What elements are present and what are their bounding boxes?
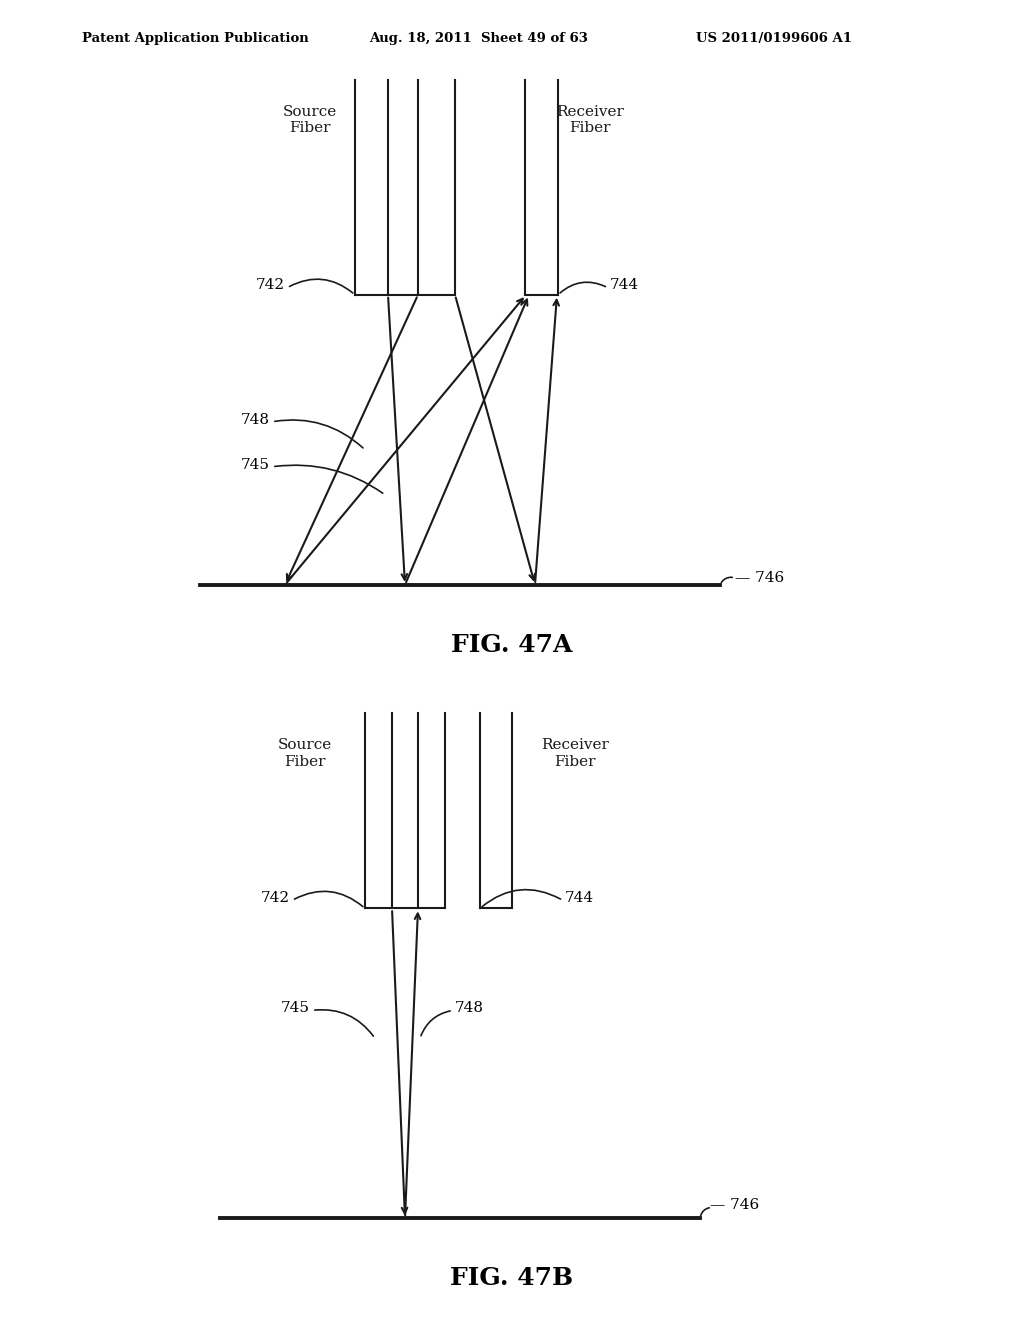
Text: 745: 745 — [241, 458, 270, 471]
Text: Source
Fiber: Source Fiber — [283, 104, 337, 135]
Text: Source
Fiber: Source Fiber — [278, 738, 332, 768]
Text: 742: 742 — [261, 891, 290, 906]
Text: 744: 744 — [565, 891, 594, 906]
Text: — 746: — 746 — [710, 1199, 759, 1212]
Text: — 746: — 746 — [735, 570, 784, 585]
Text: 748: 748 — [455, 1002, 484, 1015]
Text: Receiver
Fiber: Receiver Fiber — [556, 104, 624, 135]
Text: FIG. 47A: FIG. 47A — [452, 632, 572, 657]
Text: 745: 745 — [281, 1002, 310, 1015]
Text: 748: 748 — [241, 413, 270, 426]
Text: 744: 744 — [610, 277, 639, 292]
Text: 742: 742 — [256, 277, 285, 292]
Text: FIG. 47B: FIG. 47B — [451, 1266, 573, 1291]
Text: Receiver
Fiber: Receiver Fiber — [541, 738, 609, 768]
Text: Patent Application Publication: Patent Application Publication — [82, 32, 308, 45]
Text: US 2011/0199606 A1: US 2011/0199606 A1 — [696, 32, 852, 45]
Text: Aug. 18, 2011  Sheet 49 of 63: Aug. 18, 2011 Sheet 49 of 63 — [369, 32, 588, 45]
